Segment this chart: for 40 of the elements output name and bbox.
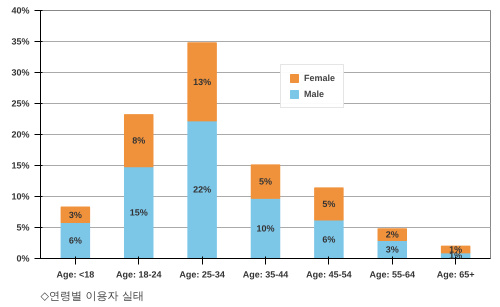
legend-label: Female — [304, 73, 336, 83]
x-tick-label: Age: <18 — [56, 270, 94, 280]
data-label: 8% — [132, 136, 146, 146]
y-tick-label: 20% — [11, 130, 30, 140]
data-label: 5% — [258, 176, 272, 187]
x-tick-label: Age: 35-44 — [242, 270, 288, 280]
legend-label: Male — [304, 89, 324, 99]
bar — [60, 222, 90, 258]
data-label: 6% — [322, 234, 336, 244]
bar — [124, 166, 154, 258]
data-label: 13% — [193, 76, 212, 87]
bar — [250, 198, 280, 258]
y-tick-label: 5% — [16, 222, 30, 232]
bar — [250, 164, 280, 199]
x-tick-label: Age: 65+ — [436, 270, 475, 280]
x-tick-label: Age: 18-24 — [116, 270, 162, 280]
text: ◇연령별 이용자 실태 — [40, 290, 144, 302]
y-tick-label: 30% — [11, 68, 30, 78]
data-label: 3% — [68, 210, 82, 220]
x-tick-label: Age: 55-64 — [370, 270, 416, 280]
bar — [187, 42, 217, 122]
data-label: 6% — [68, 236, 82, 246]
x-tick-label: Age: 45-54 — [306, 270, 352, 280]
bar — [314, 220, 344, 258]
bar — [187, 120, 217, 258]
y-tick-label: 35% — [11, 36, 30, 46]
bar — [314, 187, 344, 221]
bar — [124, 114, 154, 168]
data-label: 15% — [130, 208, 148, 218]
data-label: 10% — [256, 223, 275, 234]
data-label: 22% — [193, 184, 212, 195]
y-tick-label: 25% — [11, 98, 30, 108]
y-tick-label: 0% — [16, 254, 30, 264]
y-tick-label: 10% — [11, 192, 30, 202]
data-label: 5% — [322, 198, 336, 209]
y-tick-label: 40% — [11, 6, 30, 16]
data-label: 2% — [386, 230, 399, 240]
x-tick-label: Age: 25-34 — [179, 270, 225, 280]
y-tick-label: 15% — [11, 160, 30, 170]
data-label: 3% — [386, 244, 399, 255]
